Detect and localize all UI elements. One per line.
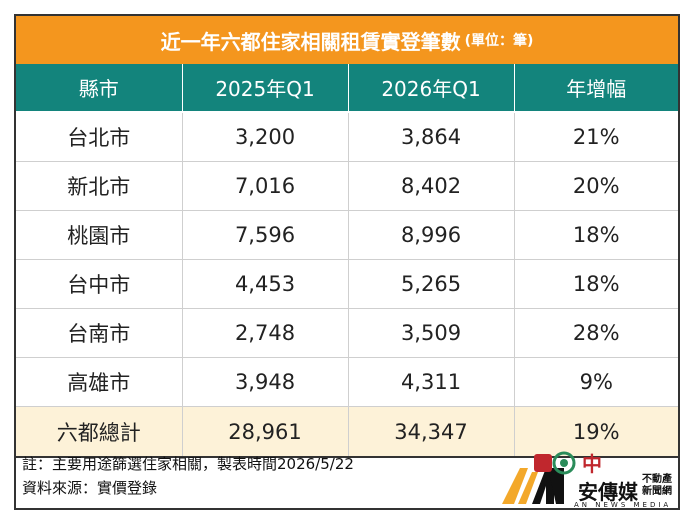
city-cell: 桃園市 [16, 210, 183, 260]
footnote-source: 資料來源：實價登錄 [22, 479, 158, 497]
table-row: 台南市 2,748 3,509 28% [16, 308, 678, 358]
logo-subtitle: 不動產 新聞網 [642, 474, 672, 498]
value-2026-cell: 8,996 [348, 210, 515, 260]
logo-zh-char: 中 [582, 452, 602, 476]
growth-cell: 21% [514, 112, 678, 162]
logo-name: 安傳媒 [578, 480, 638, 504]
growth-cell: 28% [514, 308, 678, 358]
growth-cell: 18% [514, 210, 678, 260]
footnotes: 註：主要用途篩選住家相關，製表時間2026/5/22 資料來源：實價登錄 [22, 452, 354, 500]
growth-cell: 9% [514, 357, 678, 407]
table-row: 桃園市 7,596 8,996 18% [16, 210, 678, 260]
city-cell: 台北市 [16, 112, 183, 162]
header-2025q1: 2025年Q1 [182, 64, 349, 113]
value-2025-cell: 4,453 [182, 259, 349, 309]
header-city: 縣市 [16, 64, 183, 113]
table-title: 近一年六都住家相關租賃實登筆數 (單位：筆) [16, 16, 678, 65]
table-row: 高雄市 3,948 4,311 9% [16, 357, 678, 407]
logo-english: AN NEWS MEDIA [574, 501, 672, 509]
value-2026-cell: 3,509 [348, 308, 515, 358]
logo-sub-line2: 新聞網 [642, 486, 672, 497]
value-2025-cell: 7,016 [182, 161, 349, 211]
city-cell: 高雄市 [16, 357, 183, 407]
header-2026q1: 2026年Q1 [348, 64, 515, 113]
table-row: 台中市 4,453 5,265 18% [16, 259, 678, 309]
value-2025-cell: 3,948 [182, 357, 349, 407]
growth-cell: 20% [514, 161, 678, 211]
title-text: 近一年六都住家相關租賃實登筆數 [160, 29, 461, 54]
header-growth: 年增幅 [514, 64, 678, 113]
total-growth-cell: 19% [514, 406, 678, 458]
value-2026-cell: 5,265 [348, 259, 515, 309]
total-label-cell: 六都總計 [16, 406, 183, 458]
table-frame: 近一年六都住家相關租賃實登筆數 (單位：筆) 縣市 2025年Q1 2026年Q… [14, 14, 680, 510]
logo-sub-line1: 不動產 [642, 474, 672, 485]
value-2026-cell: 8,402 [348, 161, 515, 211]
total-row: 六都總計 28,961 34,347 19% [16, 406, 678, 458]
value-2025-cell: 7,596 [182, 210, 349, 260]
total-2025-cell: 28,961 [182, 406, 349, 458]
unit-text: (單位：筆) [464, 33, 534, 49]
footnote-usage: 註：主要用途篩選住家相關，製表時間2026/5/22 [22, 455, 354, 473]
rental-table: 縣市 2025年Q1 2026年Q1 年增幅 台北市 3,200 3,864 2… [16, 64, 678, 458]
total-2026-cell: 34,347 [348, 406, 515, 458]
an-news-media-logo: 中 安傳媒 不動產 新聞網 AN NEWS MEDIA [490, 446, 678, 510]
an-letters-icon [502, 468, 564, 504]
value-2026-cell: 3,864 [348, 112, 515, 162]
value-2026-cell: 4,311 [348, 357, 515, 407]
growth-cell: 18% [514, 259, 678, 309]
value-2025-cell: 2,748 [182, 308, 349, 358]
city-cell: 新北市 [16, 161, 183, 211]
table-row: 台北市 3,200 3,864 21% [16, 112, 678, 162]
header-row: 縣市 2025年Q1 2026年Q1 年增幅 [16, 64, 678, 113]
brand-mark-icon [534, 451, 576, 475]
table-row: 新北市 7,016 8,402 20% [16, 161, 678, 211]
value-2025-cell: 3,200 [182, 112, 349, 162]
city-cell: 台南市 [16, 308, 183, 358]
city-cell: 台中市 [16, 259, 183, 309]
